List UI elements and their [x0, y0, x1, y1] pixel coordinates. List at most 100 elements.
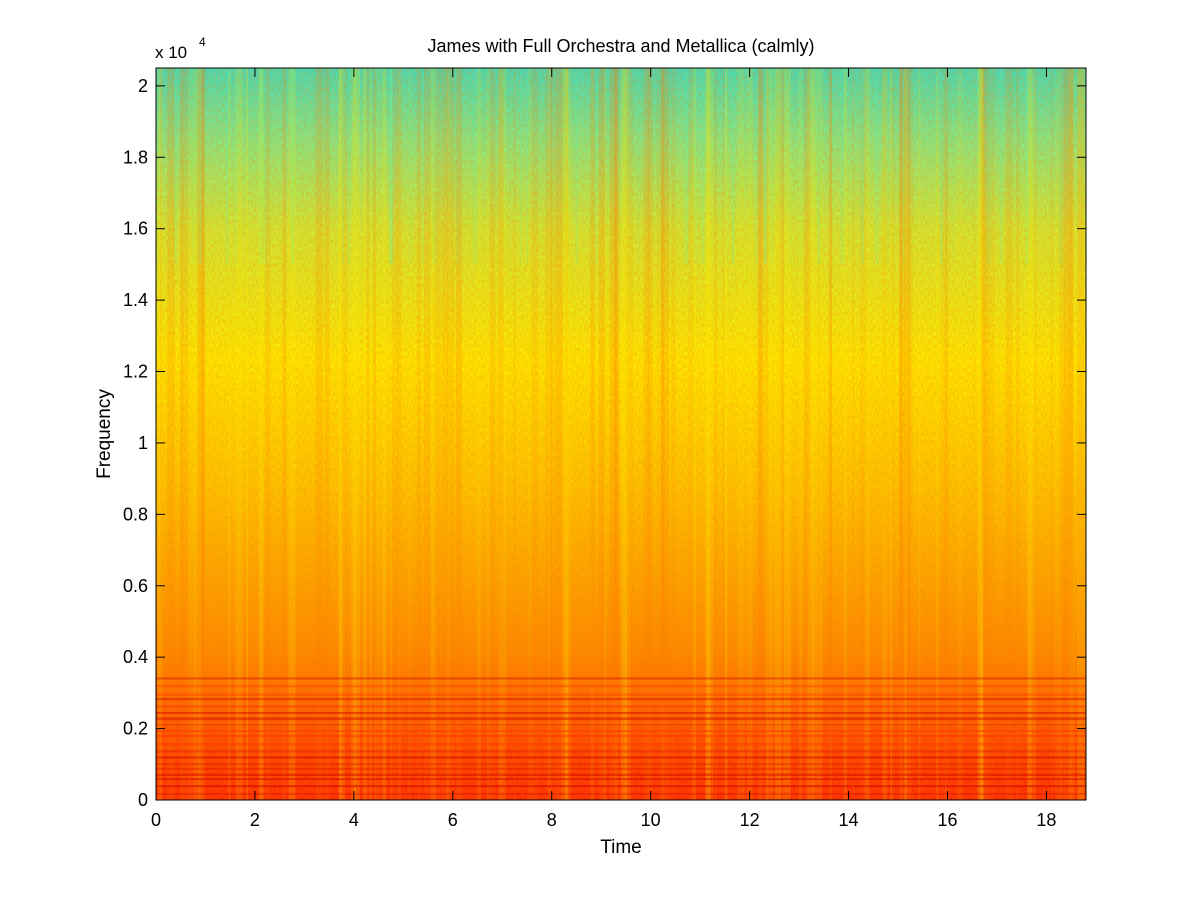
time-streak [391, 68, 398, 800]
time-streak [258, 68, 264, 800]
y-multiplier-base: x 10 [155, 43, 187, 62]
time-streak [898, 68, 902, 800]
time-streak-cool [259, 68, 263, 265]
time-streak-cool [291, 68, 295, 265]
time-streak-cool [1025, 68, 1029, 265]
time-streak [890, 68, 893, 800]
x-tick-label: 16 [937, 810, 957, 830]
plot-frame [155, 67, 1087, 801]
time-streak-cool [874, 68, 879, 265]
x-tick-label: 10 [641, 810, 661, 830]
harmonic-band [156, 756, 1086, 759]
harmonic-band [156, 763, 1086, 766]
time-streak [1068, 68, 1074, 800]
harmonic-band [156, 742, 1086, 746]
y-tick-label: 1.4 [123, 290, 148, 310]
time-streak-cool [269, 68, 271, 265]
time-streak-cool [841, 68, 846, 265]
time-streak [374, 68, 381, 800]
time-streak-cool [174, 68, 178, 265]
y-tick-label: 0 [138, 790, 148, 810]
time-streak [197, 68, 206, 800]
time-streak-cool [940, 68, 943, 265]
time-streak [1054, 68, 1063, 800]
time-streak [548, 68, 550, 800]
time-streak [489, 68, 496, 800]
time-streak [705, 68, 711, 800]
time-streak [864, 68, 868, 800]
time-streak [943, 68, 950, 800]
harmonic-band [156, 693, 1086, 697]
time-streak-cool [341, 68, 345, 265]
time-streak [564, 68, 569, 800]
time-streak [945, 68, 947, 800]
y-tick-label: 2 [138, 76, 148, 96]
time-streak-cool [475, 68, 479, 265]
time-streak [569, 68, 571, 800]
harmonic-band [156, 717, 1086, 721]
time-streak [620, 68, 627, 800]
time-streak [671, 68, 676, 800]
time-streak [590, 68, 595, 800]
x-tick-label: 12 [740, 810, 760, 830]
time-streak [904, 68, 907, 800]
x-tick-label: 4 [349, 810, 359, 830]
time-streak [193, 68, 202, 800]
time-streak-cool [525, 68, 529, 265]
time-streak-cool [595, 68, 598, 265]
harmonic-band [156, 677, 1086, 680]
time-streak [545, 68, 553, 800]
time-streak [624, 68, 631, 800]
time-streak [1027, 68, 1036, 800]
time-streak [712, 68, 714, 800]
time-streak [936, 68, 939, 800]
time-streak [643, 68, 650, 800]
time-streak [408, 68, 411, 800]
plot-area [156, 68, 1086, 800]
time-streak-cool [987, 68, 991, 265]
time-streak [987, 68, 995, 800]
time-streak [528, 68, 533, 800]
time-streak [513, 68, 516, 800]
time-streak-cool [702, 68, 705, 265]
time-streak [904, 68, 911, 800]
time-streak [373, 68, 376, 800]
time-streak-cool [199, 68, 203, 265]
time-streak [315, 68, 323, 800]
time-streak [890, 68, 895, 800]
time-streak [780, 68, 783, 800]
time-streak [167, 68, 175, 800]
harmonic-bands [156, 677, 1086, 795]
time-streak [609, 68, 618, 800]
time-streak [621, 68, 628, 800]
time-streak [423, 68, 431, 800]
time-streak [983, 68, 989, 800]
y-tick-label: 1.8 [123, 147, 148, 167]
time-streak [758, 68, 765, 800]
time-streak [1064, 68, 1071, 800]
time-streak [433, 68, 441, 800]
time-streak [556, 68, 564, 800]
time-streak [228, 68, 231, 800]
time-streak [776, 68, 782, 800]
time-streak [900, 68, 904, 800]
time-streak-cool [195, 68, 199, 265]
time-streak-cool [520, 68, 523, 265]
time-streak [324, 68, 330, 800]
time-streak [804, 68, 811, 800]
time-streak [981, 68, 985, 800]
harmonic-band [156, 785, 1086, 788]
time-streak [369, 68, 372, 800]
time-streak-cool [798, 68, 803, 265]
time-streak-cool [264, 68, 268, 265]
harmonic-band [156, 705, 1086, 708]
x-tick-label: 0 [151, 810, 161, 830]
time-streak-cool [1058, 68, 1063, 265]
time-streak [941, 68, 944, 800]
time-streak-cool [832, 68, 834, 265]
time-streak [656, 68, 664, 800]
harmonic-band [156, 734, 1086, 738]
time-streak-cool [225, 68, 228, 265]
harmonic-band [156, 723, 1086, 726]
time-streak [807, 68, 815, 800]
